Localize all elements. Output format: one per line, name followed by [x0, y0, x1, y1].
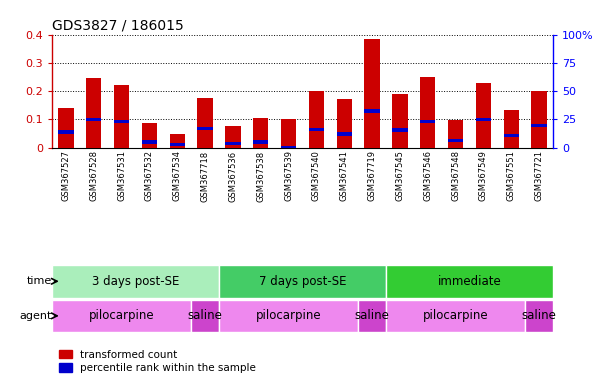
Text: immediate: immediate [437, 275, 502, 288]
Text: pilocarpine: pilocarpine [256, 310, 321, 322]
Text: time: time [27, 276, 52, 286]
Bar [364, 109, 379, 113]
Bar [309, 91, 324, 147]
Bar [386, 265, 553, 298]
Bar [253, 118, 268, 147]
Bar [476, 118, 491, 121]
Bar [337, 132, 352, 136]
Bar [503, 110, 519, 147]
Bar [386, 300, 525, 332]
Text: saline: saline [354, 310, 389, 322]
Text: GDS3827 / 186015: GDS3827 / 186015 [52, 18, 184, 32]
Bar [219, 300, 358, 332]
Bar [52, 265, 219, 298]
Bar [281, 119, 296, 147]
Bar [420, 120, 436, 123]
Bar [169, 134, 185, 147]
Bar [114, 86, 129, 147]
Text: agent: agent [20, 311, 52, 321]
Bar [219, 265, 386, 298]
Bar [86, 78, 101, 147]
Bar [448, 120, 463, 147]
Bar [358, 300, 386, 332]
Text: 7 days post-SE: 7 days post-SE [258, 275, 346, 288]
Bar [52, 300, 191, 332]
Bar [364, 39, 379, 147]
Bar [114, 120, 129, 123]
Bar [337, 99, 352, 147]
Bar [58, 108, 73, 147]
Bar [225, 126, 241, 147]
Bar [281, 146, 296, 149]
Bar [142, 123, 157, 147]
Bar [309, 127, 324, 131]
Bar [392, 128, 408, 131]
Bar [532, 124, 547, 127]
Bar [197, 127, 213, 130]
Bar [525, 300, 553, 332]
Bar [503, 134, 519, 137]
Bar [86, 118, 101, 121]
Text: 3 days post-SE: 3 days post-SE [92, 275, 179, 288]
Bar [448, 139, 463, 142]
Text: pilocarpine: pilocarpine [89, 310, 155, 322]
Bar [392, 94, 408, 147]
Bar [197, 98, 213, 147]
Text: saline: saline [522, 310, 557, 322]
Bar [253, 140, 268, 144]
Bar [476, 83, 491, 147]
Legend: transformed count, percentile rank within the sample: transformed count, percentile rank withi… [57, 348, 258, 375]
Bar [169, 143, 185, 146]
Text: saline: saline [188, 310, 222, 322]
Bar [58, 131, 73, 134]
Bar [142, 140, 157, 144]
Bar [532, 91, 547, 147]
Bar [191, 300, 219, 332]
Text: pilocarpine: pilocarpine [423, 310, 488, 322]
Bar [225, 142, 241, 145]
Bar [420, 77, 436, 147]
